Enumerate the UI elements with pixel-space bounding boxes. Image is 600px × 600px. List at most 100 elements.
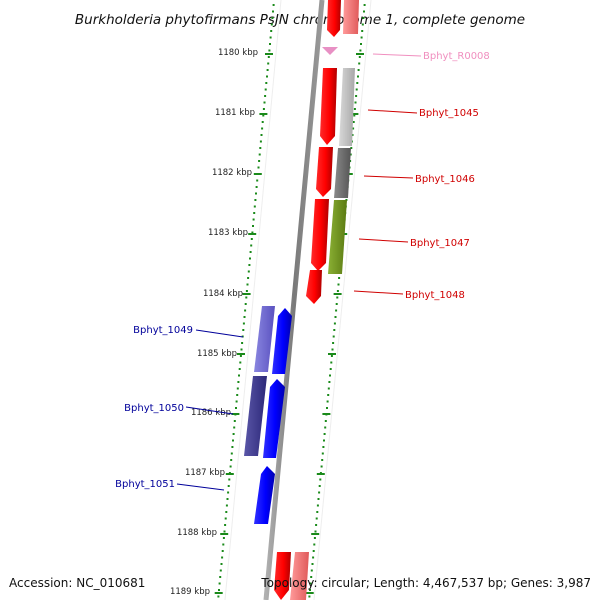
ruler-dot	[359, 49, 362, 52]
ruler-dots-right	[308, 4, 366, 598]
ruler-dot	[328, 381, 331, 383]
ruler-dot	[220, 563, 223, 565]
gene-label-bphyt-1048[interactable]: Bphyt_1048	[405, 290, 465, 301]
leader-line	[367, 109, 418, 114]
gene-label-bphyt-1051[interactable]: Bphyt_1051	[115, 479, 175, 490]
ruler-dot	[357, 75, 359, 78]
ruler-dot	[269, 43, 271, 45]
gene-arrow[interactable]	[263, 379, 285, 458]
ruler-dot	[335, 303, 338, 305]
leader-line	[358, 238, 409, 243]
ruler-dot	[330, 355, 333, 357]
ruler-dot	[323, 433, 326, 435]
ruler-dot	[316, 511, 319, 513]
ruler-dot	[349, 153, 352, 156]
ruler-dot	[255, 192, 257, 195]
gene-arrow[interactable]	[339, 68, 355, 146]
ruler-dot	[333, 329, 336, 331]
gene-arrow[interactable]	[306, 270, 322, 304]
leader-line	[363, 175, 414, 179]
ruler-dot	[219, 576, 222, 578]
ruler-dot	[358, 62, 361, 65]
ruler-dot	[323, 439, 325, 442]
ruler-dot	[252, 225, 254, 227]
gene-label-bphyt-1045[interactable]: Bphyt_1045	[419, 108, 479, 119]
ruler-dot	[315, 517, 318, 520]
ruler-dot	[363, 10, 365, 13]
gene-arrow[interactable]	[274, 552, 291, 600]
ruler-dot	[236, 387, 239, 390]
ruler-dot	[332, 342, 335, 344]
leader-line	[195, 329, 244, 338]
ruler-dot	[351, 134, 354, 136]
chromosome-backbone	[263, 0, 325, 600]
ruler-dot	[267, 62, 270, 65]
ruler-dot	[257, 166, 260, 169]
ruler-dot	[352, 127, 355, 130]
ruler-dot	[337, 283, 340, 286]
ruler-dot	[358, 56, 361, 58]
gene-arrow[interactable]	[311, 199, 329, 271]
ruler-dot	[221, 550, 224, 552]
gene-labels: Bphyt_R0008 Bphyt_1045 Bphyt_1046 Bphyt_…	[115, 51, 490, 490]
gene-arrow[interactable]	[334, 148, 351, 198]
ruler-dot	[265, 82, 268, 84]
gene-label-bphyt-1049[interactable]: Bphyt_1049	[133, 325, 193, 336]
ruler-dot	[312, 556, 315, 559]
ruler-dot	[360, 43, 362, 45]
ruler-dot	[361, 23, 364, 26]
gene-arrow[interactable]	[327, 0, 341, 37]
ruler-dot	[316, 504, 319, 507]
ruler-dot	[242, 322, 245, 325]
ruler-dot	[244, 303, 247, 305]
ruler-dot	[229, 465, 232, 468]
ruler-dot	[243, 316, 246, 318]
ruler-dot	[352, 121, 355, 123]
gene-arrow[interactable]	[244, 376, 267, 456]
gene-label-bphyt-r0008[interactable]: Bphyt_R0008	[423, 51, 490, 62]
gene-label-bphyt-1050[interactable]: Bphyt_1050	[124, 403, 184, 414]
gene-arrow[interactable]	[316, 147, 333, 197]
gene-arrow[interactable]	[254, 466, 275, 524]
ruler-dot	[309, 589, 311, 591]
ruler-dot	[246, 283, 249, 286]
gene-arrow-rrna[interactable]	[322, 47, 338, 55]
ruler-dot	[238, 374, 240, 377]
gene-label-bphyt-1047[interactable]: Bphyt_1047	[410, 238, 470, 249]
ruler-dot	[248, 264, 251, 266]
ruler-dot	[318, 491, 321, 494]
axis-label: 1182 kbp	[212, 168, 252, 178]
axis-label: 1184 kbp	[203, 289, 243, 299]
leader-line	[372, 53, 422, 57]
ruler-dot	[253, 212, 256, 214]
ruler-dot	[326, 407, 328, 409]
leader-line	[176, 483, 225, 491]
ruler-dot	[218, 582, 221, 585]
ruler-dot	[235, 407, 237, 409]
ruler-dot	[264, 95, 267, 97]
ruler-dot	[241, 342, 244, 344]
gene-label-bphyt-1046[interactable]: Bphyt_1046	[415, 174, 475, 185]
ruler-dot	[250, 238, 253, 240]
ruler-dot	[272, 4, 275, 6]
ruler-dot	[360, 36, 363, 39]
gene-leaders	[176, 53, 422, 491]
gene-arrow[interactable]	[320, 68, 337, 145]
gene-arrow[interactable]	[254, 306, 275, 372]
axis-label: 1185 kbp	[197, 349, 237, 359]
ruler-dot	[237, 381, 240, 383]
gene-arrow[interactable]	[328, 200, 347, 274]
ruler-dot	[332, 335, 335, 338]
gene-arrow[interactable]	[272, 308, 292, 374]
gene-arrow[interactable]	[290, 552, 309, 600]
ruler-dot	[338, 277, 341, 279]
accession-text: Accession: NC_010681	[9, 576, 145, 590]
ruler-dot	[218, 589, 220, 591]
band-edge-left	[224, 0, 282, 600]
gene-arrow[interactable]	[343, 0, 359, 34]
ruler-dot	[355, 95, 358, 97]
ruler-dot	[270, 23, 273, 26]
ruler-dot	[308, 595, 311, 598]
ruler-dot	[269, 36, 272, 39]
ruler-dot	[225, 504, 228, 507]
